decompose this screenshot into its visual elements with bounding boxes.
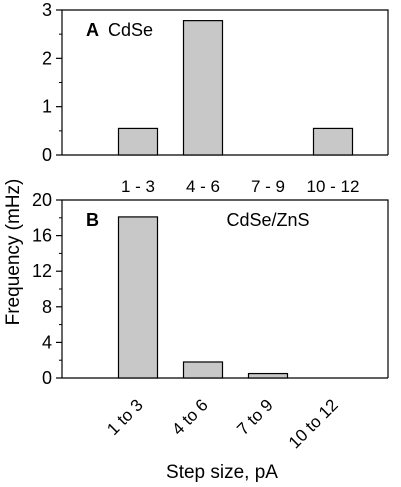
x-tick-label: 4 to 6 [168,395,212,439]
y-axis-label: Frequency (mHz) [3,179,24,326]
bar [182,20,224,156]
panel-label: A [86,20,99,40]
x-tick-label: 1 to 3 [103,395,147,439]
x-axis-label: Step size, pA [166,462,278,483]
x-tick-label: 7 to 9 [233,395,277,439]
panel-a: 0 1 2 3 1 - 3 4 - 6 7 - 9 10 - 12 A CdSe [42,0,389,196]
panel-title: CdSe/ZnS [226,210,309,230]
y-tick-label: 0 [42,368,52,388]
y-tick-label: 4 [42,332,52,352]
y-tick-label: 20 [32,190,52,210]
x-tick-label: 7 - 9 [251,177,285,196]
panel-label: B [86,210,99,230]
bar [182,361,224,379]
y-tick-label: 16 [32,226,52,246]
panel-b: 0 4 8 12 16 20 1 to 3 4 to 6 7 to 9 10 to 12 B CdSe… [32,190,389,452]
panel-title: CdSe [108,20,153,40]
x-tick-label: 4 - 6 [186,177,220,196]
y-tick-label: 8 [42,297,52,317]
y-tick-label: 0 [42,145,52,165]
x-tick-label: 10 to 12 [285,395,342,452]
y-tick-label: 2 [42,48,52,68]
x-tick-label: 1 - 3 [121,177,155,196]
bar [117,216,159,379]
plot-frame [61,199,389,378]
y-tick-label: 3 [42,0,52,20]
bar [117,127,159,156]
y-tick-label: 1 [42,97,52,117]
bar [312,127,354,156]
x-tick-label: 10 - 12 [307,177,360,196]
y-tick-label: 12 [32,261,52,281]
bar [247,372,289,379]
